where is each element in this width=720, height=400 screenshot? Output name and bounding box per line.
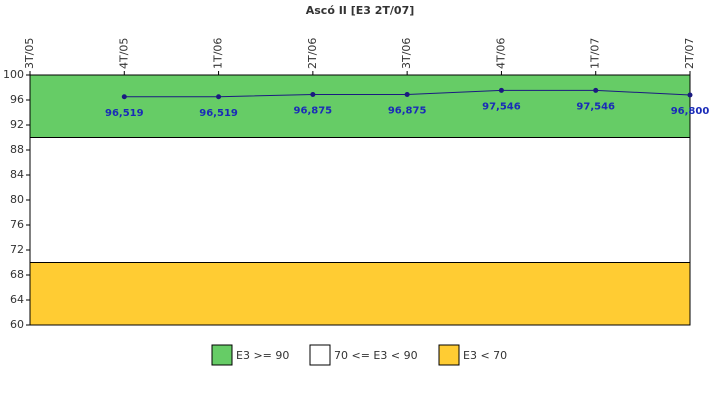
value-label: 97,546 [482, 101, 521, 112]
point [593, 87, 599, 93]
legend-swatch [309, 344, 331, 366]
legend-label: E3 >= 90 [236, 349, 289, 362]
value-label: 97,546 [576, 101, 615, 112]
y-tick-label: 84 [10, 168, 24, 181]
x-tick-label: 4T/05 [117, 38, 130, 69]
x-tick-label: 3T/06 [400, 38, 413, 69]
x-tick-label: 1T/07 [589, 38, 602, 69]
value-label: 96,519 [105, 108, 144, 119]
legend-label: 70 <= E3 < 90 [334, 349, 418, 362]
point [310, 92, 316, 98]
y-tick-label: 88 [10, 143, 24, 156]
x-tick-label: 4T/06 [494, 38, 507, 69]
legend-swatch [438, 344, 460, 366]
value-label: 96,875 [294, 106, 333, 117]
x-tick-label: 2T/07 [683, 38, 696, 69]
value-label: 96,800 [671, 106, 710, 117]
y-tick-label: 100 [3, 68, 24, 81]
band [29, 262, 691, 326]
x-tick-label: 3T/05 [23, 38, 36, 69]
point [404, 92, 410, 98]
y-tick-label: 72 [10, 243, 24, 256]
band [29, 137, 691, 263]
point [498, 87, 504, 93]
y-tick-label: 60 [10, 318, 24, 331]
point [687, 92, 693, 98]
y-tick-label: 64 [10, 293, 24, 306]
point [121, 94, 127, 100]
y-tick-label: 68 [10, 268, 24, 281]
band [29, 74, 691, 138]
point [216, 94, 222, 100]
value-label: 96,875 [388, 106, 427, 117]
legend-label: E3 < 70 [463, 349, 507, 362]
value-label: 96,519 [199, 108, 238, 119]
y-tick-label: 76 [10, 218, 24, 231]
y-tick-label: 96 [10, 93, 24, 106]
x-tick-label: 2T/06 [306, 38, 319, 69]
legend-swatch [211, 344, 233, 366]
y-tick-label: 92 [10, 118, 24, 131]
chart-title: Ascó II [E3 2T/07] [306, 4, 415, 17]
y-tick-label: 80 [10, 193, 24, 206]
x-tick-label: 1T/06 [212, 38, 225, 69]
